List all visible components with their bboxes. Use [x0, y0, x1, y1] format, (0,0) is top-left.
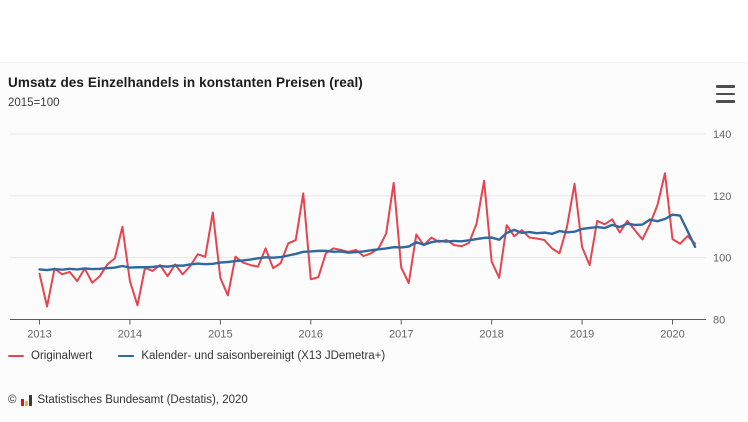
x-axis-ticks [39, 319, 674, 325]
svg-text:2016: 2016 [299, 329, 323, 341]
y-axis-labels: 80 100 120 140 [713, 129, 731, 327]
series-line-originalwert[interactable] [38, 172, 697, 308]
chart-context-menu-button[interactable] [716, 85, 738, 103]
source-text: Statistisches Bundesamt (Destatis), 2020 [37, 394, 248, 406]
svg-text:2019: 2019 [570, 329, 594, 341]
chart-legend: Originalwert Kalender- und saisonbereini… [8, 350, 385, 362]
legend-label-originalwert: Originalwert [31, 350, 93, 362]
svg-text:120: 120 [713, 191, 731, 203]
chart-subtitle: 2015=100 [8, 97, 60, 109]
svg-text:2018: 2018 [479, 329, 503, 341]
svg-text:2020: 2020 [660, 329, 684, 341]
x-axis-labels: 2013 2014 2015 2016 2017 2018 2019 2020 [27, 329, 684, 341]
destatis-logo-icon [21, 394, 33, 406]
hamburger-menu-icon [716, 92, 735, 96]
logo-bar-dark [29, 394, 33, 406]
svg-text:2014: 2014 [118, 329, 142, 341]
legend-label-saisonbereinigt: Kalender- und saisonbereinigt (X13 JDeme… [141, 350, 386, 362]
hamburger-menu-icon [716, 85, 735, 88]
logo-bar-red [21, 398, 25, 406]
hamburger-menu-icon [716, 100, 735, 103]
svg-text:2013: 2013 [27, 329, 51, 341]
series-line-saisonbereinigt[interactable] [38, 213, 697, 272]
source-note: © Statistisches Bundesamt (Destatis), 20… [8, 394, 248, 406]
svg-text:140: 140 [713, 129, 731, 141]
logo-bar-gold [25, 400, 29, 406]
legend-item-saisonbereinigt[interactable]: Kalender- und saisonbereinigt (X13 JDeme… [118, 350, 385, 362]
svg-text:2017: 2017 [389, 329, 413, 341]
svg-text:100: 100 [713, 253, 731, 265]
svg-text:2015: 2015 [208, 329, 232, 341]
red-line-swatch [8, 354, 24, 358]
copyright-symbol: © [8, 394, 17, 406]
chart-title: Umsatz des Einzelhandels in konstanten P… [8, 75, 363, 90]
svg-text:80: 80 [713, 315, 725, 327]
chart-widget: 80 100 120 140 2013 2014 2015 2016 2017 2018 2019 2… [0, 62, 748, 422]
legend-item-originalwert[interactable]: Originalwert [8, 350, 92, 362]
blue-line-swatch [118, 354, 135, 358]
